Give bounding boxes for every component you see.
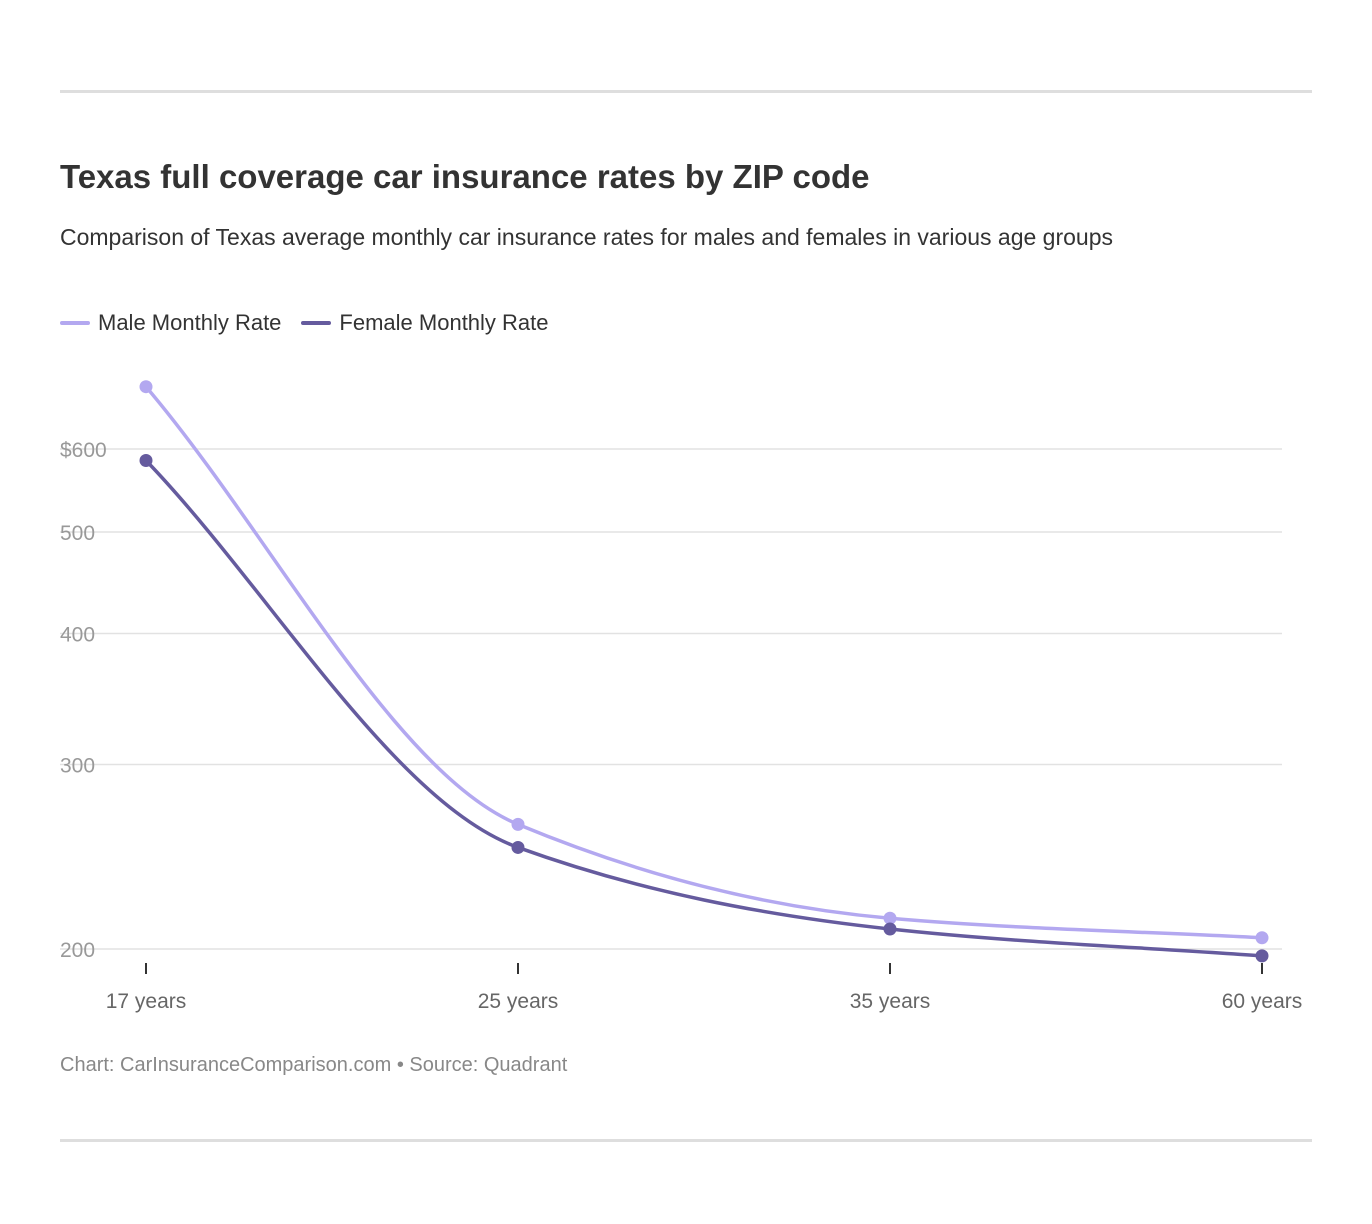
series-lines bbox=[144, 384, 1264, 958]
legend-swatch-male bbox=[60, 321, 90, 325]
y-tick-label-500: 500 bbox=[60, 522, 95, 545]
y-tick-label-400: 400 bbox=[60, 624, 95, 647]
chart-legend: Male Monthly Rate Female Monthly Rate bbox=[60, 310, 569, 336]
footer-separator: • bbox=[396, 1054, 404, 1076]
data-point-female-1[interactable] bbox=[511, 840, 525, 854]
x-tick-label-0: 17 years bbox=[106, 990, 187, 1013]
legend-item-female[interactable]: Female Monthly Rate bbox=[301, 310, 549, 336]
data-point-female-0[interactable] bbox=[139, 454, 153, 468]
chart-credit: Chart: CarInsuranceComparison.com bbox=[60, 1054, 392, 1076]
bottom-rule bbox=[60, 1139, 1312, 1142]
legend-swatch-female bbox=[301, 321, 332, 325]
chart-subtitle: Comparison of Texas average monthly car … bbox=[60, 224, 1114, 250]
grid-lines bbox=[60, 448, 1282, 950]
top-rule bbox=[60, 90, 1312, 93]
x-tick-label-3: 60 years bbox=[1222, 990, 1303, 1013]
y-tick-label-200: 200 bbox=[60, 939, 95, 962]
data-point-male-0[interactable] bbox=[139, 380, 153, 394]
x-axis-ticks: 17 years 25 years 35 years 60 years bbox=[106, 963, 1303, 1013]
data-point-male-2[interactable] bbox=[883, 911, 897, 925]
x-tick-label-2: 35 years bbox=[850, 990, 931, 1013]
chart-source: Source: Quadrant bbox=[409, 1054, 568, 1076]
y-tick-label-600: $600 bbox=[60, 439, 107, 462]
chart-title: Texas full coverage car insurance rates … bbox=[60, 158, 870, 195]
x-tick-label-1: 25 years bbox=[478, 990, 559, 1013]
series-line-female bbox=[144, 458, 1264, 958]
series-points bbox=[139, 380, 1269, 963]
y-tick-label-300: 300 bbox=[60, 754, 95, 777]
y-axis-tick-labels: 200 300 400 500 $600 bbox=[60, 439, 107, 962]
data-point-male-3[interactable] bbox=[1255, 931, 1269, 945]
chart-footer: Chart: CarInsuranceComparison.com • Sour… bbox=[60, 1054, 567, 1077]
legend-label-male: Male Monthly Rate bbox=[98, 310, 282, 335]
data-point-female-2[interactable] bbox=[883, 922, 897, 936]
data-point-male-1[interactable] bbox=[511, 817, 525, 831]
series-line-male bbox=[144, 384, 1264, 940]
line-chart: 200 300 400 500 $600 17 years 25 years 35 year… bbox=[60, 380, 1303, 1013]
data-point-female-3[interactable] bbox=[1255, 949, 1269, 963]
legend-item-male[interactable]: Male Monthly Rate bbox=[60, 310, 281, 336]
legend-label-female: Female Monthly Rate bbox=[339, 310, 549, 335]
